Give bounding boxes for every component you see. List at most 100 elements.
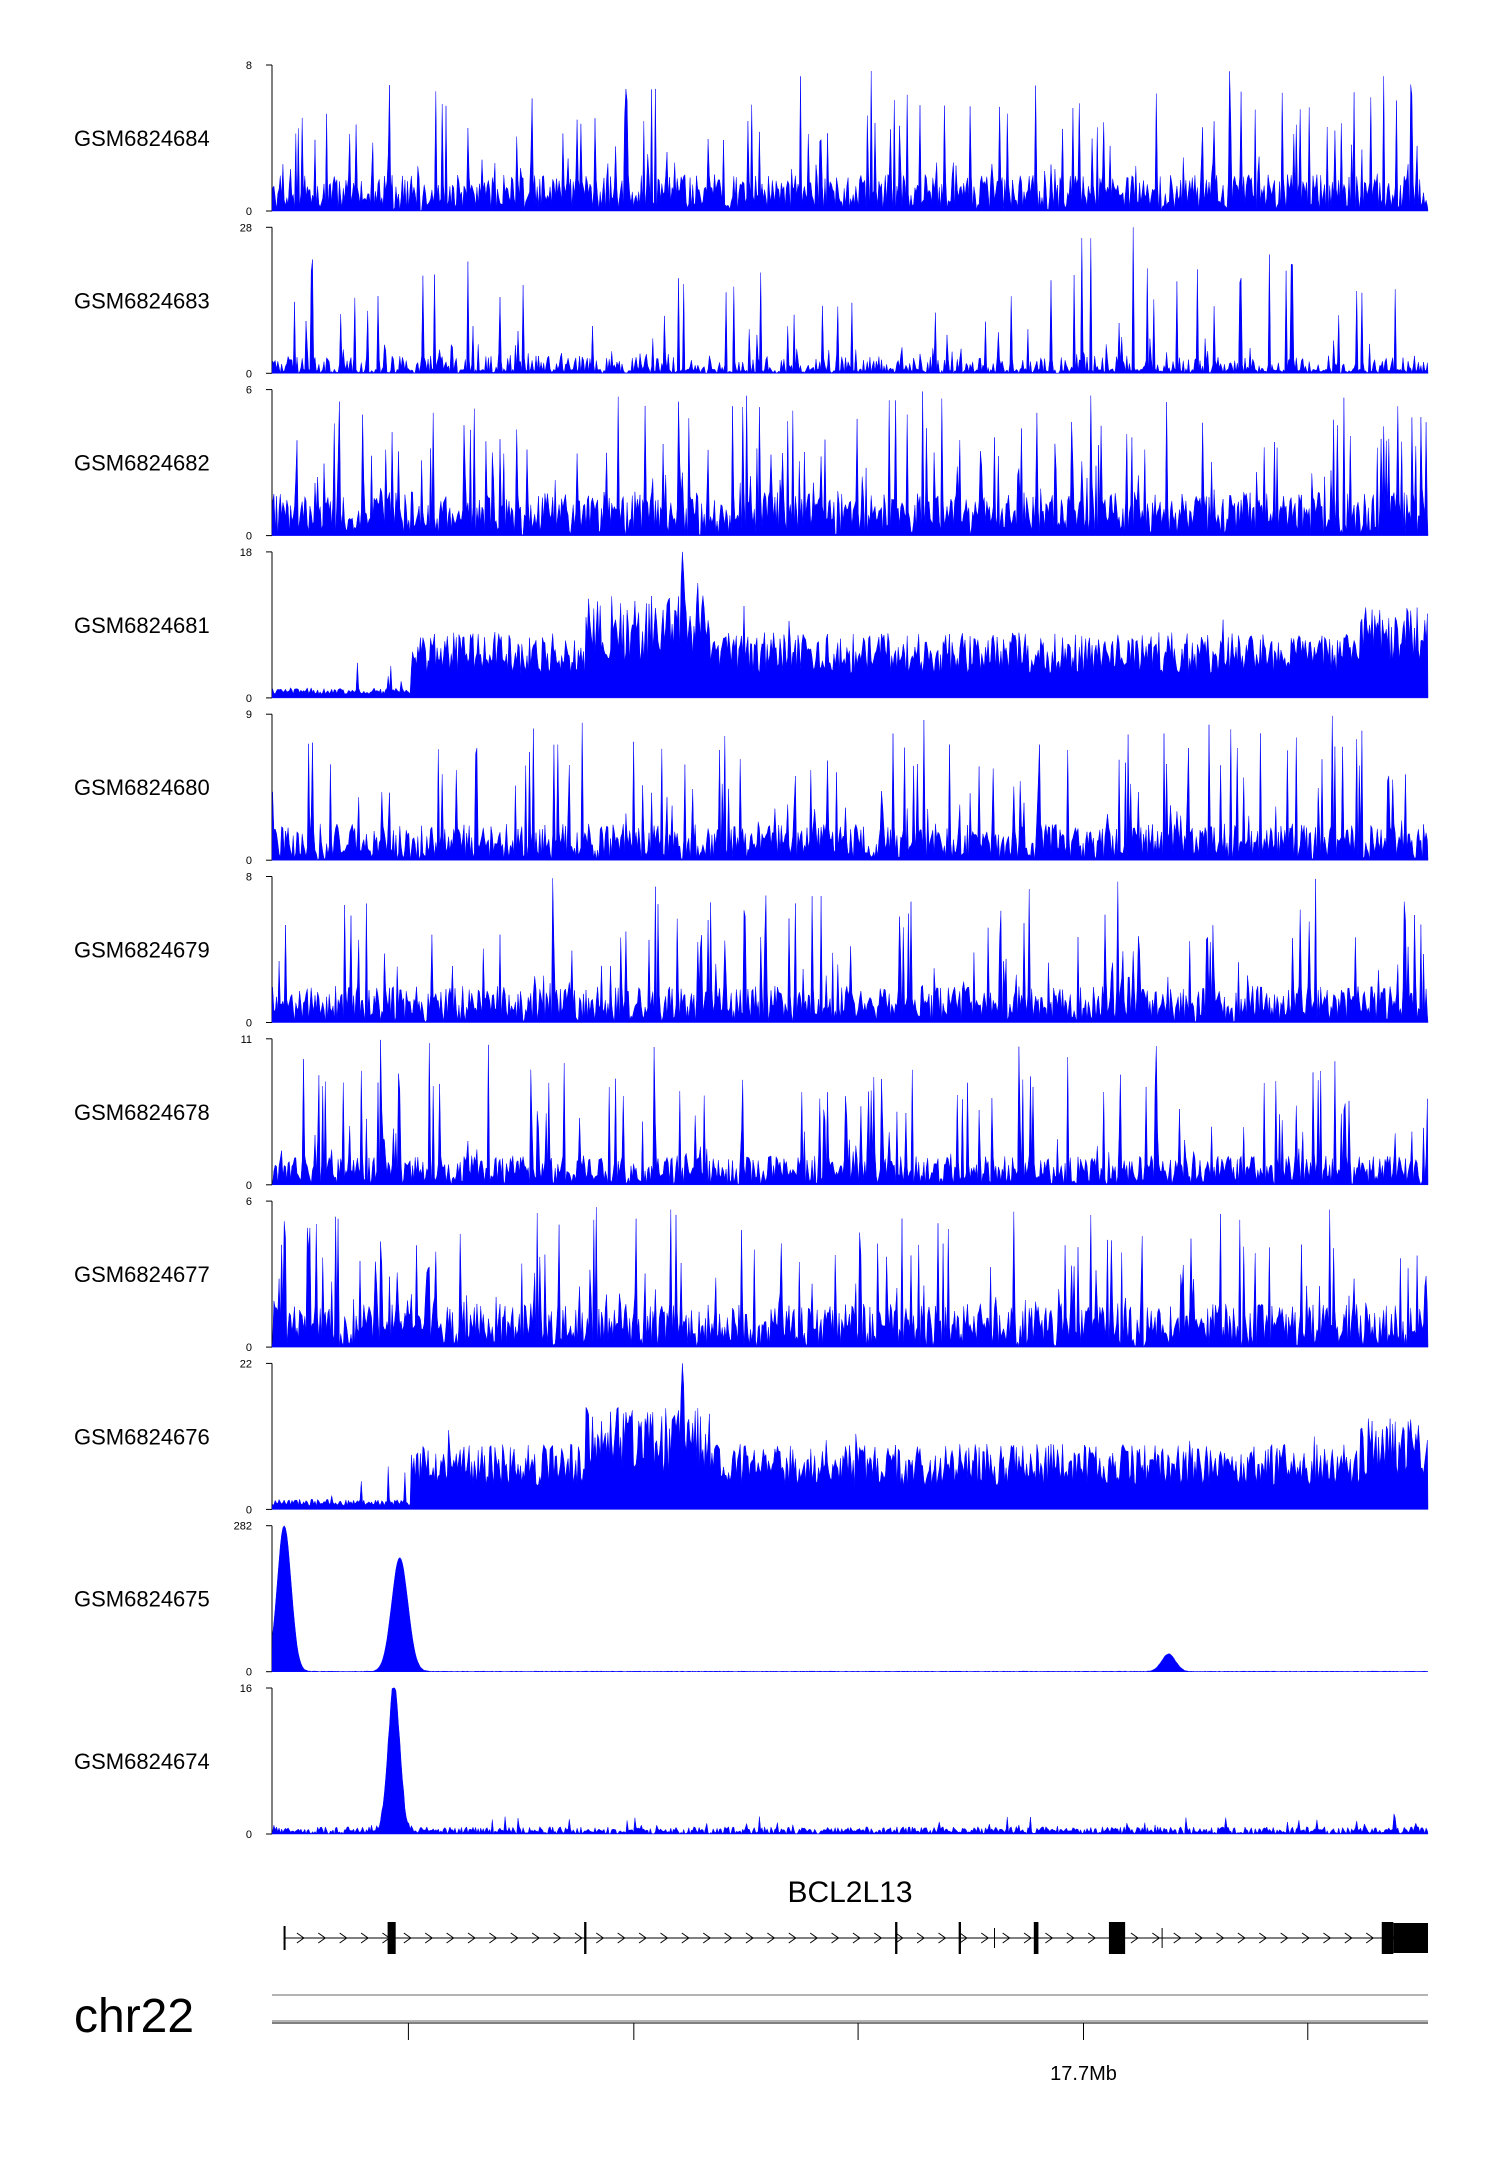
strand-arrow <box>660 1932 669 1944</box>
strand-arrow <box>638 1932 647 1944</box>
track-label: GSM6824680 <box>74 775 210 800</box>
y-tick-label-max: 18 <box>240 547 252 559</box>
exon <box>1393 1923 1428 1953</box>
strand-arrow <box>1045 1932 1054 1944</box>
strand-arrow <box>1023 1932 1032 1944</box>
track-label: GSM6824675 <box>74 1587 210 1612</box>
y-tick-label-max: 8 <box>246 872 252 884</box>
exon <box>1381 1922 1394 1954</box>
track-GSM6824679: GSM6824679 8 0 <box>74 872 1429 1030</box>
y-tick-label-min: 0 <box>246 1180 252 1192</box>
track-label: GSM6824681 <box>74 613 210 638</box>
strand-arrow <box>1258 1932 1268 1944</box>
track-label: GSM6824676 <box>74 1424 210 1449</box>
strand-arrow <box>317 1932 327 1944</box>
strand-arrow <box>959 1932 968 1944</box>
strand-arrow <box>360 1932 369 1944</box>
strand-arrow <box>724 1932 733 1944</box>
track-GSM6824678: GSM6824678 11 0 <box>74 1034 1429 1192</box>
signal-area <box>271 1039 1429 1186</box>
y-tick-label-min: 0 <box>246 368 252 380</box>
track-label: GSM6824674 <box>74 1749 210 1774</box>
y-tick-label-max: 16 <box>240 1683 252 1695</box>
track-label: GSM6824683 <box>74 288 210 313</box>
strand-arrow <box>767 1932 776 1944</box>
strand-arrow <box>702 1932 712 1944</box>
gene-name-label: BCL2L13 <box>787 1876 912 1909</box>
strand-arrow <box>339 1932 348 1944</box>
signal-area <box>271 391 1429 536</box>
y-tick-label-max: 8 <box>246 60 252 72</box>
track-label: GSM6824682 <box>74 451 210 476</box>
exon <box>1033 1922 1039 1954</box>
exon <box>584 1922 587 1954</box>
strand-arrow <box>446 1932 455 1944</box>
genomic-axis: 17.7Mb <box>272 1994 1428 2085</box>
strand-arrow <box>895 1932 904 1944</box>
y-tick-label-max: 6 <box>246 1196 252 1208</box>
signal-area <box>271 1525 1429 1672</box>
strand-arrow <box>510 1932 519 1944</box>
strand-arrow <box>874 1932 883 1944</box>
signal-area <box>271 878 1429 1023</box>
strand-arrow <box>596 1932 605 1944</box>
strand-arrow <box>403 1932 412 1944</box>
strand-arrow <box>1323 1932 1332 1944</box>
track-GSM6824674: GSM6824674 16 0 <box>74 1683 1429 1841</box>
chromosome-ideogram: chr22 17.7Mb <box>74 1990 1428 2085</box>
strand-arrow <box>916 1932 925 1944</box>
strand-arrow <box>980 1932 990 1944</box>
signal-area <box>271 227 1429 375</box>
y-tick-label-min: 0 <box>246 1018 252 1030</box>
strand-arrow <box>489 1932 498 1944</box>
strand-arrow <box>1301 1932 1310 1944</box>
strand-arrow <box>938 1932 947 1944</box>
strand-arrow <box>852 1932 861 1944</box>
track-GSM6824675: GSM6824675 282 0 <box>74 1521 1429 1679</box>
track-GSM6824677: GSM6824677 6 0 <box>74 1196 1429 1354</box>
strand-arrow <box>1280 1932 1289 1944</box>
gene-model <box>283 1922 1428 1954</box>
strand-arrow <box>788 1932 797 1944</box>
y-tick-label-min: 0 <box>246 206 252 218</box>
axis-position-label: 17.7Mb <box>1050 2063 1117 2085</box>
strand-arrow <box>1194 1932 1203 1944</box>
track-GSM6824680: GSM6824680 9 0 <box>74 709 1429 867</box>
y-tick-label-max: 22 <box>240 1358 252 1370</box>
track-label: GSM6824679 <box>74 938 210 963</box>
y-tick-label-min: 0 <box>246 693 252 705</box>
exon <box>387 1922 396 1954</box>
y-tick-label-max: 9 <box>246 709 252 721</box>
y-tick-label-max: 11 <box>241 1034 252 1046</box>
strand-arrow <box>617 1932 626 1944</box>
y-tick-label-max: 6 <box>246 385 252 397</box>
strand-arrow <box>1216 1932 1225 1944</box>
y-tick-label-min: 0 <box>246 855 252 867</box>
strand-arrow <box>1152 1932 1161 1944</box>
strand-arrow <box>1344 1932 1353 1944</box>
y-tick-label-max: 282 <box>234 1521 252 1533</box>
strand-arrow <box>1173 1932 1182 1944</box>
track-GSM6824682: GSM6824682 6 0 <box>74 385 1429 543</box>
strand-arrow <box>531 1932 541 1944</box>
y-tick-label-min: 0 <box>246 1667 252 1679</box>
strand-arrow <box>809 1932 819 1944</box>
strand-arrow <box>1237 1932 1246 1944</box>
track-label: GSM6824678 <box>74 1100 210 1125</box>
y-tick-label-max: 28 <box>240 222 252 234</box>
y-tick-label-min: 0 <box>246 1504 252 1516</box>
track-GSM6824683: GSM6824683 28 0 <box>74 222 1429 380</box>
exon <box>895 1922 898 1954</box>
track-label: GSM6824677 <box>74 1262 210 1287</box>
strand-arrow <box>424 1932 434 1944</box>
gene-track: BCL2L13 <box>283 1876 1428 1954</box>
signal-area <box>271 1363 1429 1510</box>
signal-area <box>271 715 1429 861</box>
signal-area <box>271 1687 1429 1835</box>
strand-arrow <box>831 1932 840 1944</box>
track-GSM6824681: GSM6824681 18 0 <box>74 547 1429 705</box>
signal-area <box>271 1207 1429 1348</box>
strand-arrow <box>1130 1932 1139 1944</box>
strand-arrow <box>553 1932 562 1944</box>
